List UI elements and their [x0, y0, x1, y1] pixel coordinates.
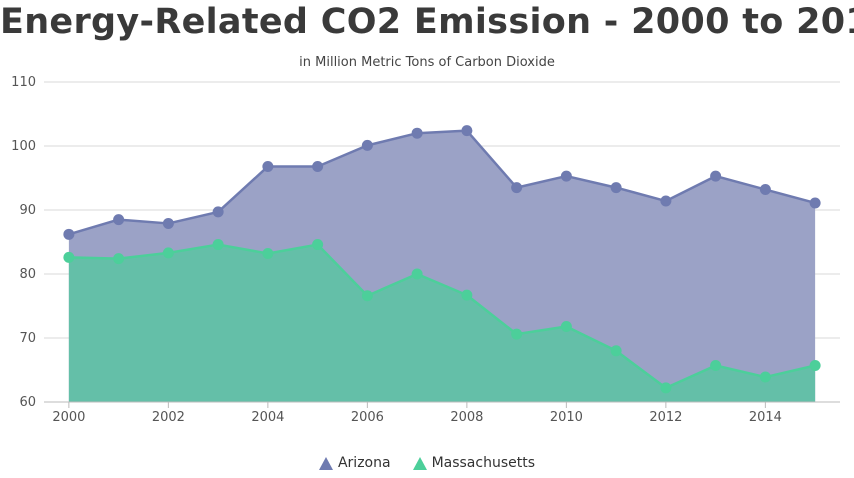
data-point-arizona-2004: [262, 160, 274, 172]
data-point-arizona-2001: [113, 214, 125, 226]
series-area-massachusetts: [68, 244, 816, 402]
data-point-massachusetts-2011: [610, 345, 622, 357]
data-point-arizona-2006: [361, 139, 373, 151]
data-point-massachusetts-2002: [162, 247, 174, 259]
data-point-arizona-2014: [759, 184, 771, 196]
x-tick-label: 2010: [550, 410, 583, 425]
series-lines: [68, 129, 816, 390]
series-line-arizona: [68, 129, 816, 236]
data-point-massachusetts-2001: [113, 253, 125, 265]
data-point-arizona-2011: [610, 182, 622, 194]
data-point-arizona-2013: [710, 170, 722, 182]
data-point-arizona-2015: [809, 197, 821, 209]
data-point-massachusetts-2003: [212, 239, 224, 251]
chart-subtitle: in Million Metric Tons of Carbon Dioxide: [299, 55, 555, 70]
y-tick-label: 70: [19, 331, 36, 346]
data-point-massachusetts-2005: [312, 239, 324, 251]
data-point-arizona-2000: [63, 228, 75, 240]
x-tick-label: 2014: [749, 410, 782, 425]
data-point-massachusetts-2000: [63, 251, 75, 263]
data-points: [63, 125, 821, 394]
y-tick-label: 60: [19, 395, 36, 410]
x-tick-label: 2000: [52, 410, 85, 425]
x-tick-label: 2002: [152, 410, 185, 425]
x-tick-label: 2004: [251, 410, 284, 425]
data-point-massachusetts-2006: [361, 290, 373, 302]
data-point-arizona-2005: [312, 160, 324, 172]
data-point-arizona-2008: [461, 125, 473, 137]
x-tick-label: 2012: [649, 410, 682, 425]
data-point-arizona-2002: [162, 217, 174, 229]
data-point-massachusetts-2015: [809, 360, 821, 372]
x-tick-label: 2008: [450, 410, 483, 425]
triangle-icon: [318, 456, 333, 470]
series-areas: [68, 130, 816, 402]
data-point-massachusetts-2014: [759, 371, 771, 383]
chart-title: Energy-Related CO2 Emission - 2000 to 20…: [0, 2, 854, 42]
data-point-arizona-2012: [660, 195, 672, 207]
data-point-massachusetts-2004: [262, 248, 274, 260]
data-point-massachusetts-2007: [411, 268, 423, 280]
y-tick-label: 100: [11, 139, 36, 154]
y-tick-label: 80: [19, 267, 36, 282]
triangle-icon: [412, 456, 427, 470]
data-point-arizona-2007: [411, 127, 423, 139]
series-line-massachusetts: [68, 243, 816, 390]
legend-item-arizona[interactable]: Arizona: [318, 455, 391, 471]
legend: Arizona Massachusetts: [0, 455, 854, 471]
data-point-arizona-2010: [560, 170, 572, 182]
legend-item-massachusetts[interactable]: Massachusetts: [412, 455, 536, 471]
data-point-arizona-2003: [212, 206, 224, 218]
y-tick-label: 90: [19, 203, 36, 218]
data-point-massachusetts-2009: [511, 328, 523, 340]
axes: 60 70 80 90 100 110 2000 2002 2004 2006 2008 2010 20…: [11, 75, 840, 425]
legend-label-massachusetts: Massachusetts: [431, 455, 536, 471]
data-point-massachusetts-2013: [710, 360, 722, 372]
data-point-massachusetts-2008: [461, 289, 473, 301]
data-point-arizona-2009: [511, 182, 523, 194]
legend-label-arizona: Arizona: [337, 455, 391, 471]
x-tick-label: 2006: [351, 410, 384, 425]
data-point-massachusetts-2012: [660, 382, 672, 394]
data-point-massachusetts-2010: [560, 320, 572, 332]
y-tick-label: 110: [11, 75, 36, 90]
